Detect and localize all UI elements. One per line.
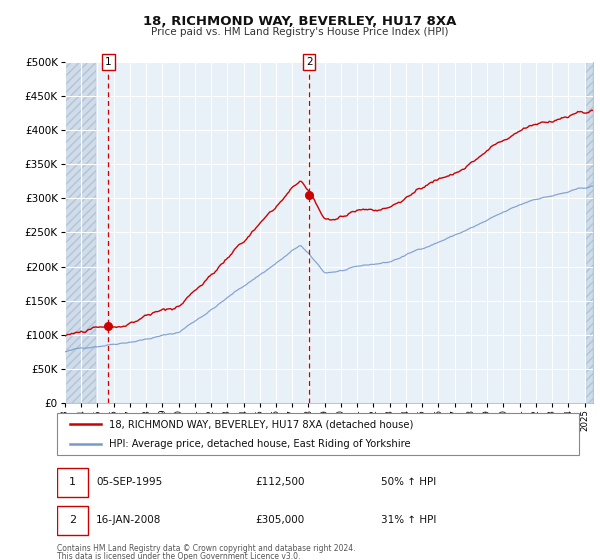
Text: 1: 1 — [69, 477, 76, 487]
Text: £112,500: £112,500 — [256, 477, 305, 487]
FancyBboxPatch shape — [57, 413, 579, 455]
Text: 18, RICHMOND WAY, BEVERLEY, HU17 8XA (detached house): 18, RICHMOND WAY, BEVERLEY, HU17 8XA (de… — [109, 419, 413, 429]
Text: 18, RICHMOND WAY, BEVERLEY, HU17 8XA: 18, RICHMOND WAY, BEVERLEY, HU17 8XA — [143, 15, 457, 28]
FancyBboxPatch shape — [57, 506, 88, 535]
Text: Contains HM Land Registry data © Crown copyright and database right 2024.: Contains HM Land Registry data © Crown c… — [57, 544, 355, 553]
Bar — [586, 62, 593, 403]
FancyBboxPatch shape — [57, 468, 88, 497]
Bar — [65, 62, 97, 403]
Text: £305,000: £305,000 — [256, 515, 305, 525]
Bar — [65, 62, 97, 403]
Text: 2: 2 — [69, 515, 76, 525]
Text: 50% ↑ HPI: 50% ↑ HPI — [380, 477, 436, 487]
Text: 16-JAN-2008: 16-JAN-2008 — [96, 515, 161, 525]
Text: 2: 2 — [306, 57, 313, 67]
Text: 1: 1 — [105, 57, 112, 67]
Text: 31% ↑ HPI: 31% ↑ HPI — [380, 515, 436, 525]
Text: 05-SEP-1995: 05-SEP-1995 — [96, 477, 163, 487]
Text: Price paid vs. HM Land Registry's House Price Index (HPI): Price paid vs. HM Land Registry's House … — [151, 27, 449, 37]
Bar — [586, 62, 593, 403]
Text: HPI: Average price, detached house, East Riding of Yorkshire: HPI: Average price, detached house, East… — [109, 439, 411, 449]
Text: This data is licensed under the Open Government Licence v3.0.: This data is licensed under the Open Gov… — [57, 552, 301, 560]
